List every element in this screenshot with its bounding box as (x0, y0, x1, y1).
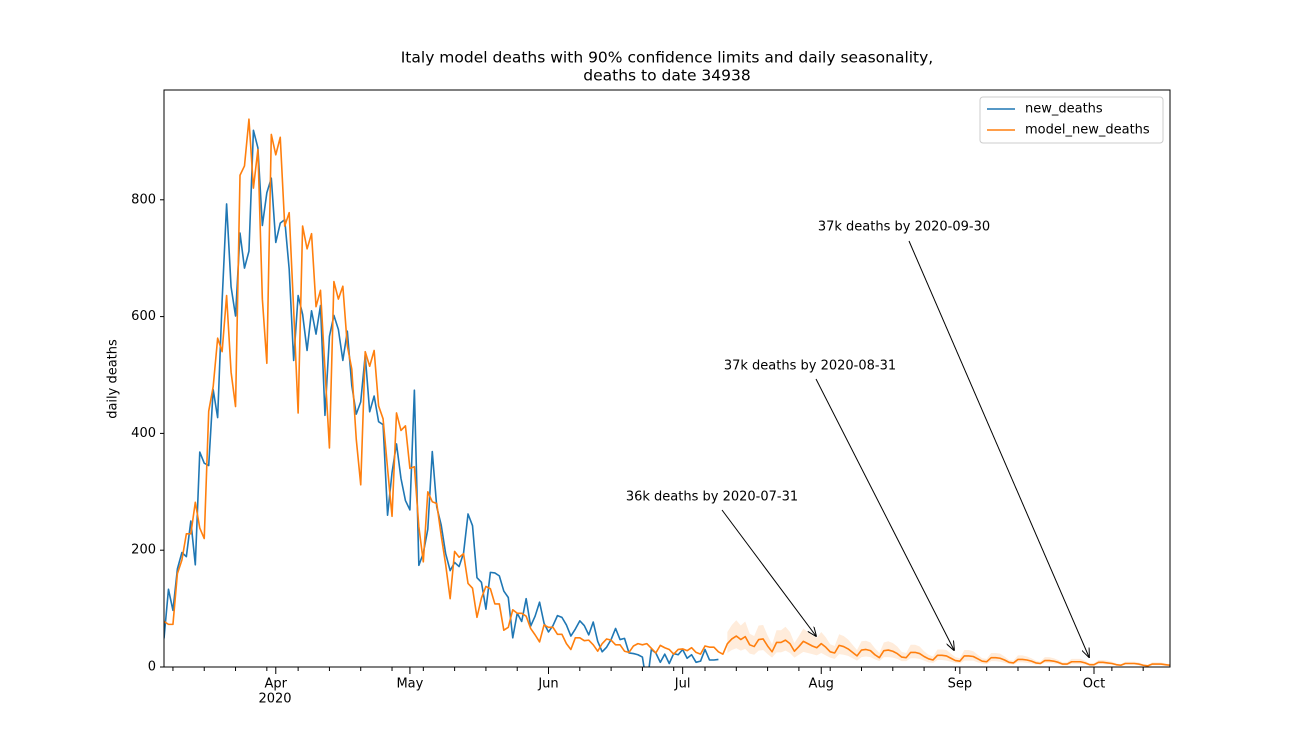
y-tick-label: 400 (131, 426, 156, 441)
confidence-band (727, 620, 1170, 667)
chart-title: Italy model deaths with 90% confidence l… (401, 49, 934, 67)
plot-frame (163, 89, 1171, 668)
annotation-arrow (721, 509, 816, 636)
legend-box (979, 96, 1164, 144)
x-tick-label: Jul (674, 677, 691, 692)
y-tick-label: 600 (131, 309, 156, 324)
y-tick-label: 800 (131, 192, 156, 207)
x-tick-label: Oct (1083, 677, 1105, 692)
annotation: 37k deaths by 2020-09-30 (818, 220, 990, 235)
annotation: 36k deaths by 2020-07-31 (626, 490, 798, 505)
y-tick-label: 0 (148, 660, 156, 675)
y-axis-label: daily deaths (106, 339, 121, 419)
data-line (164, 118, 1170, 667)
data-line (164, 129, 719, 667)
x-tick-label: Jun (537, 677, 558, 692)
x-tick-label: Aug (809, 677, 834, 692)
y-tick-label: 200 (131, 543, 156, 558)
legend-label: model_new_deaths (1025, 123, 1150, 138)
annotation-arrow (908, 240, 1089, 657)
legend-label: new_deaths (1025, 102, 1103, 117)
x-tick-label: Apr (265, 677, 288, 692)
annotation: 37k deaths by 2020-08-31 (724, 359, 896, 374)
annotation-arrow (815, 378, 954, 650)
x-tick-label: Sep (948, 677, 973, 692)
x-tick-label: May (396, 677, 423, 692)
plot-area (164, 118, 1170, 667)
chart-title: deaths to date 34938 (583, 67, 750, 85)
x-year-label: 2020 (258, 692, 291, 707)
